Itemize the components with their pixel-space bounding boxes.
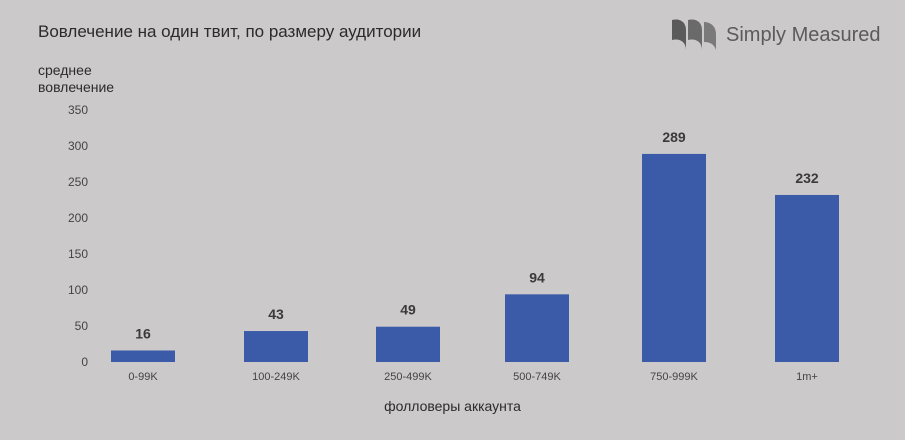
y-tick-label: 300 — [68, 139, 88, 153]
x-tick-label: 1m+ — [796, 371, 818, 383]
data-label: 94 — [529, 269, 545, 285]
data-label: 16 — [135, 325, 151, 341]
y-tick-label: 250 — [68, 175, 88, 189]
data-label: 232 — [795, 170, 819, 186]
simply-measured-logo-icon — [672, 19, 716, 50]
y-axis-label: среднее вовлечение — [38, 62, 115, 95]
bar — [376, 326, 440, 362]
y-tick-label: 100 — [68, 283, 88, 297]
bar — [505, 294, 569, 362]
x-tick-label: 750-999K — [650, 371, 698, 383]
y-tick-label: 150 — [68, 247, 88, 261]
x-axis-label: фолловеры аккаунта — [384, 398, 521, 414]
bar — [244, 331, 308, 362]
bar — [775, 194, 839, 362]
data-label: 49 — [400, 302, 416, 318]
logo-text: Simply Measured — [726, 23, 881, 46]
brand-logo: Simply Measured — [670, 18, 881, 52]
y-tick-label: 0 — [81, 355, 88, 369]
bar — [111, 350, 175, 362]
y-tick-label: 200 — [68, 211, 88, 225]
x-tick-label: 0-99K — [128, 371, 158, 383]
y-tick-label: 50 — [75, 319, 89, 333]
data-label: 289 — [662, 129, 686, 145]
data-label: 43 — [268, 306, 284, 322]
y-tick-label: 350 — [68, 103, 88, 117]
x-tick-label: 500-749K — [513, 371, 561, 383]
chart-title: Вовлечение на один твит, по размеру ауди… — [38, 22, 422, 41]
bar — [642, 153, 706, 362]
x-tick-label: 100-249K — [252, 371, 300, 383]
x-tick-label: 250-499K — [384, 371, 432, 383]
